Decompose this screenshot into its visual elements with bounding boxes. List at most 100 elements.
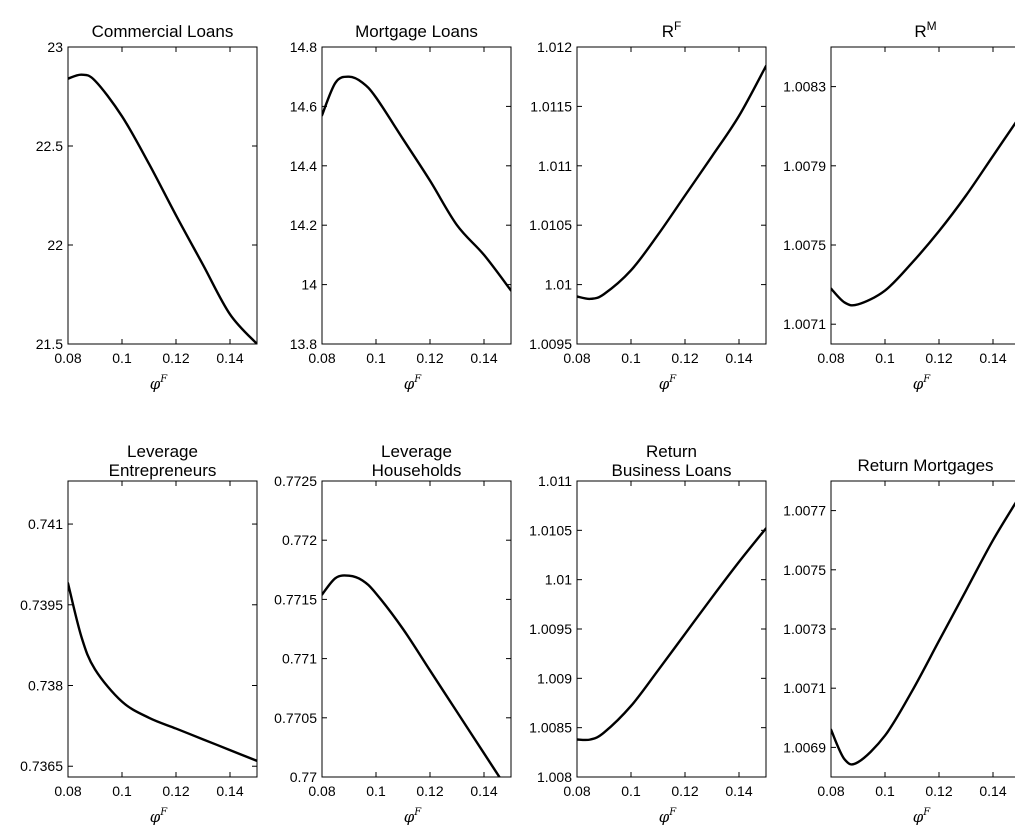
- x-tick-label: 0.14: [979, 783, 1006, 799]
- y-tick-label: 0.7365: [20, 758, 63, 774]
- x-tick-label: 0.1: [621, 350, 641, 366]
- y-tick-label: 22.5: [36, 138, 63, 154]
- x-tick-label: 0.12: [671, 350, 698, 366]
- x-tick-label: 0.14: [725, 350, 752, 366]
- x-tick-label: 0.1: [366, 350, 386, 366]
- y-tick-label: 14: [301, 277, 317, 293]
- x-tick-label: 0.08: [563, 783, 590, 799]
- y-tick-label: 1.0085: [529, 720, 572, 736]
- x-tick-label: 0.12: [416, 350, 443, 366]
- series-line: [322, 574, 501, 777]
- x-tick-label: 0.08: [54, 350, 81, 366]
- y-tick-label: 1.0073: [783, 621, 826, 637]
- y-tick-label: 1.01: [545, 277, 572, 293]
- x-axis-label: φF: [404, 374, 423, 393]
- x-tick-label: 0.14: [725, 783, 752, 799]
- y-tick-label: 22: [47, 237, 63, 253]
- series-line: [68, 582, 257, 763]
- y-tick-label: 1.0095: [529, 621, 572, 637]
- x-tick-label: 0.1: [112, 350, 132, 366]
- series-line: [322, 75, 511, 292]
- plot-frame: [576, 46, 767, 345]
- y-tick-label: 1.011: [538, 473, 572, 489]
- x-tick-label: 0.14: [216, 350, 243, 366]
- x-tick-label: 0.12: [162, 783, 189, 799]
- series-line: [577, 527, 766, 742]
- x-tick-label: 0.1: [875, 783, 895, 799]
- x-tick-label: 0.1: [112, 783, 132, 799]
- panel-title: Leverage: [381, 442, 452, 461]
- y-tick-label: 13.8: [290, 336, 317, 352]
- panel-title: Business Loans: [611, 461, 731, 480]
- y-tick-label: 1.0075: [783, 237, 826, 253]
- x-tick-label: 0.08: [308, 350, 335, 366]
- panel-title: Mortgage Loans: [355, 22, 478, 41]
- y-tick-label: 0.741: [28, 516, 63, 532]
- y-tick-label: 1.0105: [529, 522, 572, 538]
- y-tick-label: 0.7705: [274, 710, 317, 726]
- y-tick-label: 21.5: [36, 336, 63, 352]
- y-tick-label: 1.0079: [783, 158, 826, 174]
- x-axis-label: φF: [150, 374, 169, 393]
- plot-frame: [67, 46, 258, 345]
- y-tick-label: 1.0083: [783, 79, 826, 95]
- y-tick-label: 0.7725: [274, 473, 317, 489]
- y-tick-label: 1.009: [537, 670, 572, 686]
- panel-title: Commercial Loans: [92, 22, 234, 41]
- plot-frame: [321, 46, 512, 345]
- x-axis-label: φF: [659, 807, 678, 826]
- plot-frame: [830, 46, 1015, 345]
- y-tick-label: 23: [47, 39, 63, 55]
- y-tick-label: 0.7395: [20, 597, 63, 613]
- panel-3: 1.0095 1.01 1.0105 1.011 1.0115 1.012 0.08 0.1 0…: [529, 19, 767, 393]
- panel-4: 1.0071 1.0075 1.0079 1.0083 0.08 0.1 0.12 0.14 φ…: [783, 19, 1015, 393]
- y-tick-label: 1.0071: [783, 316, 826, 332]
- y-tick-label: 1.012: [537, 39, 572, 55]
- x-tick-label: 0.08: [563, 350, 590, 366]
- panel-title: Leverage: [127, 442, 198, 461]
- y-tick-label: 0.7715: [274, 591, 317, 607]
- x-tick-label: 0.12: [162, 350, 189, 366]
- series-line: [577, 64, 766, 301]
- y-tick-label: 14.4: [290, 158, 317, 174]
- x-axis-label: φF: [913, 374, 932, 393]
- x-tick-label: 0.08: [817, 350, 844, 366]
- y-tick-label: 0.77: [290, 769, 317, 785]
- y-tick-label: 0.738: [28, 678, 63, 694]
- y-tick-label: 0.772: [282, 532, 317, 548]
- x-tick-label: 0.12: [671, 783, 698, 799]
- y-tick-label: 1.01: [545, 572, 572, 588]
- y-tick-label: 14.2: [290, 217, 317, 233]
- panel-title: Entrepreneurs: [109, 461, 217, 480]
- x-tick-label: 0.1: [366, 783, 386, 799]
- x-tick-label: 0.08: [817, 783, 844, 799]
- panel-5: 0.7365 0.738 0.7395 0.741 0.08 0.1 0.12 0.14 φF L…: [20, 442, 258, 826]
- panel-1: 21.5 22 22.5 23 0.08 0.1 0.12 0.14 φF Commercial …: [36, 22, 258, 393]
- y-tick-label: 1.0105: [529, 217, 572, 233]
- x-tick-label: 0.14: [470, 350, 497, 366]
- y-tick-label: 1.0071: [783, 680, 826, 696]
- x-axis-label: φF: [404, 807, 423, 826]
- y-tick-label: 1.008: [537, 769, 572, 785]
- y-tick-label: 1.011: [538, 158, 572, 174]
- x-tick-label: 0.12: [925, 350, 952, 366]
- series-line: [831, 121, 1015, 307]
- y-tick-label: 1.0069: [783, 739, 826, 755]
- panel-title: Return: [646, 442, 697, 461]
- panel-8: 1.0069 1.0071 1.0073 1.0075 1.0077 0.08 0.1 0.1…: [783, 456, 1015, 826]
- x-tick-label: 0.12: [416, 783, 443, 799]
- plot-frame: [830, 480, 1015, 778]
- panel-6: 0.77 0.7705 0.771 0.7715 0.772 0.7725 0.08 0.1 0…: [274, 442, 512, 826]
- series-line: [831, 501, 1015, 766]
- x-tick-label: 0.08: [54, 783, 81, 799]
- x-axis-label: φF: [913, 807, 932, 826]
- plot-frame: [321, 480, 512, 778]
- x-tick-label: 0.08: [308, 783, 335, 799]
- x-axis-label: φF: [659, 374, 678, 393]
- y-tick-label: 14.8: [290, 39, 317, 55]
- x-tick-label: 0.12: [925, 783, 952, 799]
- x-tick-label: 0.14: [216, 783, 243, 799]
- x-tick-label: 0.14: [979, 350, 1006, 366]
- panel-title: RF: [662, 19, 682, 41]
